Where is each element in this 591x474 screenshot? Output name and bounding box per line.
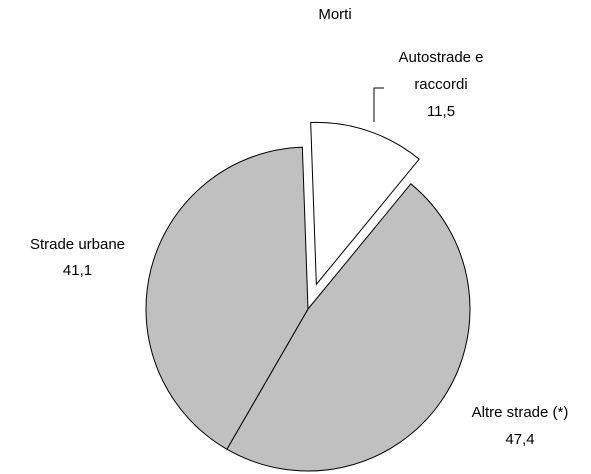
slice-label: Autostrade e raccordi [398,49,484,93]
value-label: 41,1 [62,262,93,279]
pie-slice [226,183,471,472]
leader-line [373,87,384,122]
slice-label: Strade urbane [29,236,126,253]
chart-title: Morti [318,6,352,23]
pie-slice [145,146,309,450]
value-label: 47,4 [505,431,535,448]
pie-slice [310,121,420,286]
slice-label: Altre strade (*) [471,404,569,421]
value-label: 11,5 [426,103,456,120]
